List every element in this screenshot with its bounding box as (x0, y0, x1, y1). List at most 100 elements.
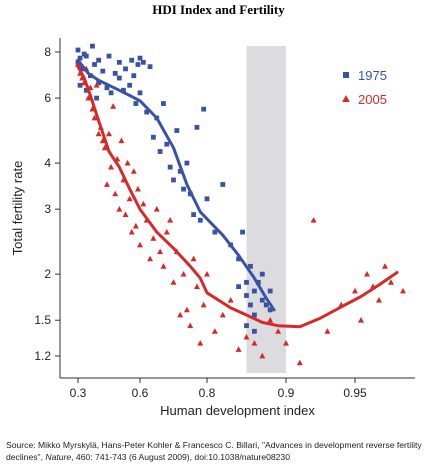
point-2005 (382, 263, 388, 269)
source-citation: Source: Mikko Myrskylä, Hans-Peter Kohle… (6, 440, 432, 463)
legend-marker-1975 (343, 72, 349, 78)
point-2005 (137, 241, 143, 248)
point-2005 (170, 279, 177, 285)
x-tick-label: 0.6 (132, 386, 149, 400)
point-1975 (201, 106, 207, 112)
point-1975 (92, 62, 97, 67)
point-1975 (75, 47, 81, 53)
point-1975 (267, 307, 273, 313)
y-tick-label: 4 (44, 156, 51, 170)
point-1975 (151, 134, 156, 140)
point-1975 (140, 59, 146, 65)
point-2005 (134, 185, 141, 192)
point-2005 (204, 270, 210, 277)
point-2005 (364, 270, 370, 277)
legend-label-2005: 2005 (358, 92, 387, 107)
x-tick-label: 0.8 (199, 386, 216, 400)
point-1975 (106, 53, 112, 59)
y-axis-label: Total fertility rate (10, 161, 25, 256)
x-tick-label: 0.95 (343, 386, 367, 400)
point-2005 (183, 306, 190, 313)
point-1975 (96, 57, 102, 63)
point-1975 (184, 160, 190, 166)
point-1975 (248, 263, 253, 269)
point-2005 (116, 205, 123, 212)
y-tick-label: 1.2 (34, 349, 51, 363)
point-1975 (116, 75, 122, 81)
point-2005 (200, 301, 207, 308)
point-2005 (211, 328, 218, 334)
point-1975 (236, 256, 241, 262)
x-axis-label: Human development index (160, 403, 315, 418)
point-1975 (191, 212, 196, 218)
point-2005 (388, 279, 394, 285)
point-1975 (212, 229, 218, 235)
legend-marker-2005 (342, 95, 350, 102)
point-1975 (135, 62, 141, 67)
source-journal: Nature (45, 451, 72, 462)
hdi-fertility-chart: 0.3 0.6 0.8 0.9 0.95 1.2 1.5 2 3 4 6 8 Human develop… (10, 38, 415, 418)
point-1975 (252, 328, 257, 334)
chart-title: HDI Index and Fertility (152, 2, 285, 17)
point-1975 (108, 90, 114, 96)
point-2005 (177, 311, 184, 318)
point-2005 (95, 130, 102, 137)
point-1975 (252, 312, 257, 318)
point-1975 (112, 70, 118, 76)
point-1975 (244, 279, 249, 285)
trend-line-1975 (76, 58, 276, 312)
point-1975 (252, 288, 257, 294)
x-tick-label: 0.3 (70, 386, 87, 400)
point-1975 (220, 182, 226, 187)
point-2005 (324, 328, 331, 334)
point-1975 (121, 87, 126, 93)
point-1975 (144, 109, 150, 115)
y-tick-label: 6 (44, 91, 51, 105)
point-2005 (163, 228, 170, 235)
point-2005 (153, 205, 160, 212)
point-1975 (204, 196, 210, 202)
point-2005 (190, 255, 197, 262)
point-2005 (197, 339, 204, 346)
point-1975 (104, 85, 110, 91)
point-1975 (244, 323, 249, 329)
y-tick-label: 3 (44, 202, 51, 216)
point-1975 (131, 73, 137, 79)
point-1975 (194, 124, 200, 130)
point-2005 (267, 317, 274, 323)
point-1975 (174, 128, 180, 133)
point-2005 (122, 211, 129, 218)
point-2005 (126, 195, 133, 202)
point-1975 (127, 82, 133, 88)
point-1975 (96, 80, 102, 86)
point-2005 (400, 287, 406, 294)
point-1975 (171, 177, 176, 183)
point-1975 (267, 288, 273, 294)
trend-line-2005 (76, 65, 399, 329)
point-2005 (112, 190, 119, 197)
point-1975 (83, 87, 89, 93)
point-2005 (85, 94, 92, 101)
point-2005 (167, 217, 174, 223)
point-1975 (123, 66, 128, 72)
point-1975 (100, 68, 106, 74)
point-2005 (251, 339, 258, 346)
point-1975 (83, 53, 89, 59)
point-1975 (244, 293, 249, 298)
point-2005 (140, 200, 147, 207)
point-2005 (259, 352, 266, 359)
point-1975 (240, 229, 245, 235)
point-2005 (187, 322, 194, 329)
legend-label-1975: 1975 (358, 68, 387, 83)
source-suffix: , 460: 741-743 (6 August 2009), doi:10.1… (71, 451, 290, 462)
point-2005 (93, 82, 100, 88)
point-2005 (219, 311, 226, 318)
point-2005 (352, 287, 358, 294)
point-2005 (296, 359, 303, 366)
point-1975 (161, 101, 166, 106)
point-1975 (248, 302, 253, 308)
point-1975 (129, 57, 135, 63)
y-tick-label: 2 (44, 267, 51, 281)
point-1975 (167, 164, 173, 170)
point-2005 (101, 144, 108, 151)
